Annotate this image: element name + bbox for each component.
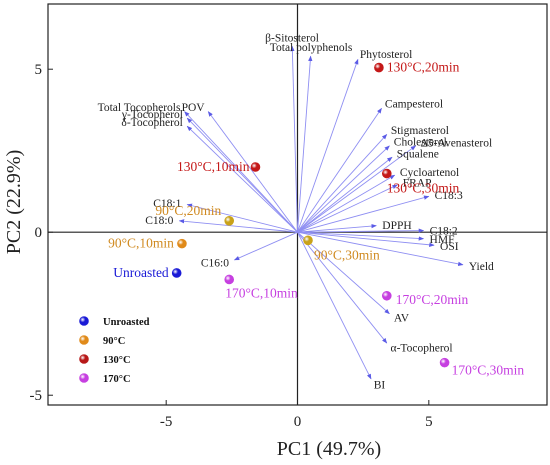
y-tick-label: 5 (35, 62, 43, 78)
loading-label: Squalene (397, 148, 439, 160)
loading-arrow (207, 111, 298, 233)
loading-label: FRAP (403, 177, 432, 189)
loading-arrow (297, 134, 388, 233)
loading-label: Total Tocopherols (98, 102, 181, 114)
sample-label: 170°C,30min (452, 363, 525, 378)
sample-label: 90°C,10min (108, 236, 174, 251)
sample-labels: Unroasted 90°C,10min 90°C,20min 90°C,30min 1… (108, 60, 524, 378)
loading-label: Total polyphenols (270, 42, 353, 54)
loading-arrow (290, 45, 298, 233)
sample-label: 130°C,10min (177, 159, 250, 174)
x-axis-label: PC1 (49.7%) (277, 438, 381, 460)
loading-arrow (297, 231, 425, 241)
loading-arrow (297, 156, 393, 233)
legend: Unroasted 90°C 130°C 170°C (79, 316, 150, 385)
loading-arrow (297, 107, 382, 233)
sample-points (171, 62, 450, 368)
sample-label: 170°C,10min (225, 285, 298, 300)
y-axis-label: PC2 (22.9%) (3, 150, 25, 254)
sample-label: 90°C,20min (155, 203, 221, 218)
loading-arrow (186, 203, 298, 233)
loading-label: C18:1 (153, 198, 181, 210)
loading-arrow (297, 58, 359, 233)
loading-arrow (297, 223, 377, 233)
legend-label: 130°C (103, 355, 131, 366)
loading-label: Yield (469, 261, 494, 273)
loading-arrow (297, 231, 390, 315)
sample-label: 130°C,20min (387, 60, 460, 75)
sample-point (171, 268, 182, 278)
loading-label: α-Tocopherol (391, 343, 453, 355)
x-tick-label: -5 (160, 414, 173, 430)
sample-label: 130°C,30min (387, 181, 460, 196)
legend-marker (79, 354, 89, 364)
loading-label: δ-Tocopherol (121, 117, 182, 129)
loading-arrow (297, 232, 372, 380)
sample-point (381, 290, 392, 301)
sample-point (177, 238, 187, 249)
loading-label: Phytosterol (360, 49, 412, 61)
loading-arrow (297, 231, 388, 344)
sample-point (224, 216, 235, 226)
y-tick-label: -5 (30, 388, 43, 404)
loading-label: Stigmasterol (391, 125, 449, 137)
loading-arrow (297, 174, 396, 233)
loading-arrow (297, 228, 425, 233)
loading-arrow (297, 231, 464, 266)
loading-arrow (297, 184, 398, 233)
loading-label: AV (394, 313, 410, 325)
x-tick-label: 5 (425, 414, 433, 430)
loading-label: Δ5-Avenasterol (421, 137, 493, 149)
loading-arrows (178, 45, 464, 380)
loading-label: Cholesterol (394, 137, 447, 149)
loading-arrow (233, 231, 298, 261)
legend-label: 170°C (103, 374, 131, 385)
loading-label: C16:0 (201, 257, 229, 269)
sample-point (374, 62, 384, 73)
sample-point (439, 357, 450, 368)
loading-label: DPPH (382, 220, 411, 232)
loading-label: OSI (440, 241, 459, 253)
loading-label: BI (374, 379, 386, 391)
loading-label: γ-Tocopherol (121, 109, 183, 121)
loading-arrow (297, 145, 390, 233)
legend-marker (79, 335, 89, 345)
sample-label: 170°C,20min (396, 292, 469, 307)
axis-ticks: -5 0 5 -5 0 5 (30, 62, 433, 430)
y-tick-label: 0 (35, 225, 43, 241)
loading-arrow (297, 145, 417, 233)
loading-label: POV (182, 102, 206, 114)
sample-point (250, 162, 261, 172)
loading-label: C18:2 (430, 226, 458, 238)
sample-label: Unroasted (113, 265, 169, 280)
loading-label: C18:3 (435, 190, 463, 202)
loading-arrow (297, 231, 435, 247)
loading-label: β-Sitosterol (265, 32, 319, 44)
sample-point (381, 168, 392, 179)
loading-arrow (297, 55, 313, 233)
sample-label: 90°C,30min (314, 247, 380, 262)
loading-label: Cycloartenol (400, 167, 459, 179)
legend-label: 90°C (103, 336, 125, 347)
loading-arrow (186, 125, 298, 233)
legend-marker (79, 316, 89, 326)
loading-arrow (297, 195, 430, 233)
loading-label: Campesterol (385, 98, 443, 110)
legend-label: Unroasted (103, 317, 150, 328)
loading-label: C18:0 (145, 215, 173, 227)
sample-point (303, 235, 313, 246)
sample-point (224, 274, 235, 285)
loading-arrow (178, 219, 298, 233)
legend-marker (79, 373, 89, 383)
loading-label: HMF (430, 234, 455, 246)
x-tick-label: 0 (294, 414, 302, 430)
loading-arrow (186, 117, 298, 233)
